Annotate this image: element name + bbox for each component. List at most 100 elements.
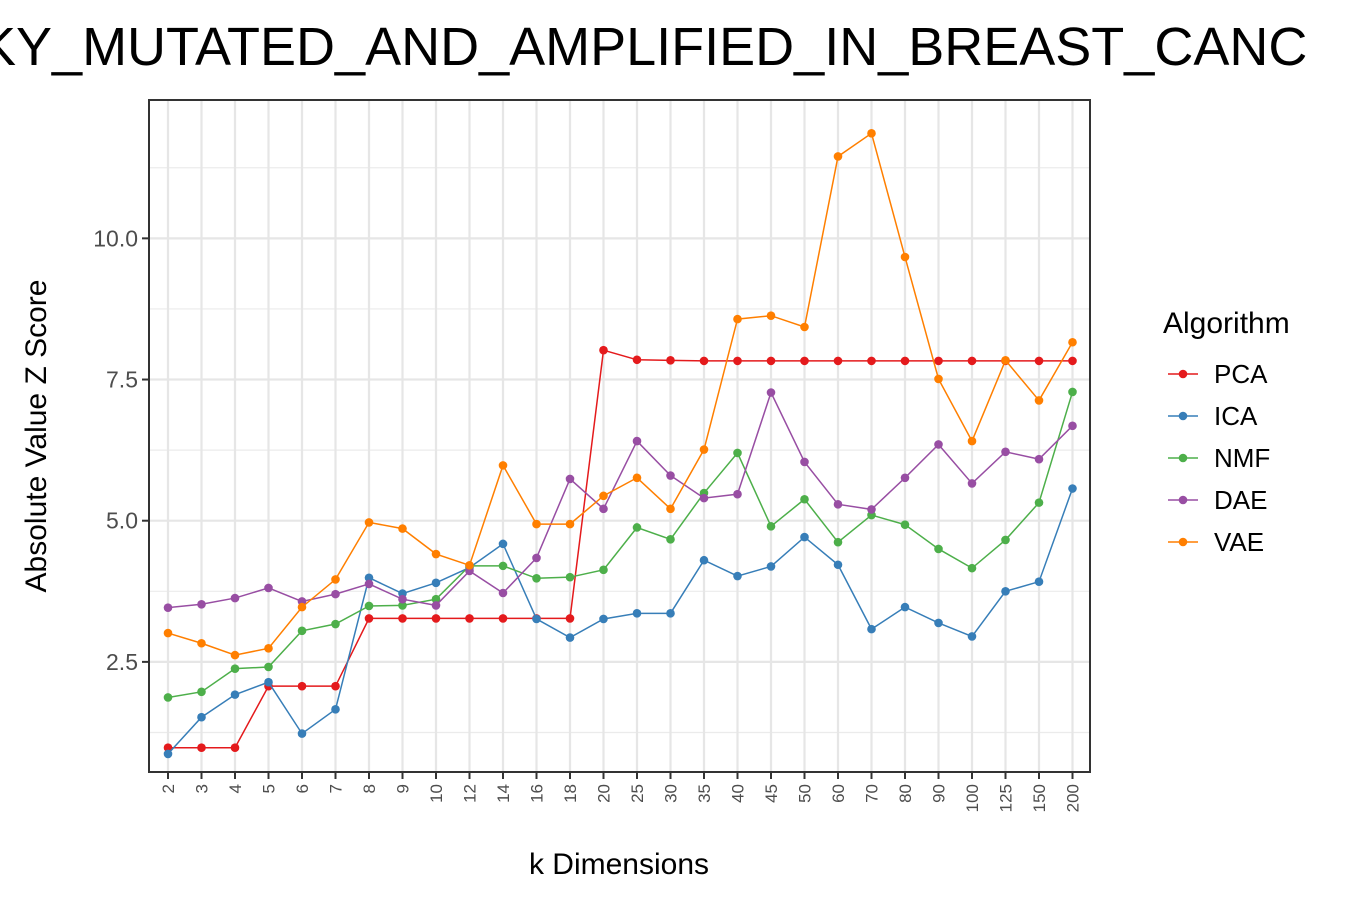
y-axis-title: Absolute Value Z Score: [20, 280, 53, 593]
data-point-nmf: [599, 565, 608, 575]
data-point-vae: [230, 650, 240, 660]
data-point-dae: [364, 579, 374, 589]
data-point-vae: [766, 311, 776, 321]
data-point-vae: [264, 644, 273, 653]
data-point-pca: [1034, 356, 1044, 366]
data-point-nmf: [498, 561, 508, 571]
data-point-pca: [465, 614, 474, 623]
plot-border: [148, 99, 1091, 773]
y-tick-label: 10.0: [93, 225, 138, 251]
x-tick-label: 90: [930, 784, 949, 803]
legend-key-point: [1178, 411, 1188, 421]
data-point-dae: [565, 474, 575, 484]
data-point-vae: [163, 628, 173, 638]
data-point-vae: [1001, 356, 1010, 365]
data-point-pca: [699, 356, 709, 366]
x-tick-label: 4: [226, 784, 245, 793]
data-point-pca: [230, 743, 240, 753]
data-point-pca: [565, 614, 575, 623]
data-point-pca: [733, 356, 742, 366]
data-point-ica: [900, 602, 910, 612]
data-point-ica: [733, 571, 742, 581]
x-tick-label: 40: [729, 784, 748, 803]
data-point-ica: [532, 614, 541, 624]
x-tick-label: 14: [494, 784, 513, 803]
data-point-vae: [666, 504, 675, 514]
data-point-ica: [197, 712, 206, 722]
x-tick-label: 100: [963, 784, 982, 812]
x-tick-label: 45: [762, 784, 781, 803]
data-point-nmf: [800, 494, 809, 504]
x-tick-label: 80: [896, 784, 915, 803]
series-line-vae: [167, 132, 1074, 656]
series-pca: [163, 345, 1077, 753]
data-point-dae: [230, 593, 240, 603]
y-tick-label: 2.5: [106, 649, 138, 675]
data-point-vae: [398, 524, 407, 533]
data-point-vae: [934, 374, 943, 384]
legend-label: PCA: [1214, 359, 1268, 389]
data-point-nmf: [297, 626, 307, 636]
x-tick-label: 125: [997, 784, 1016, 812]
major-gridlines: [149, 100, 1090, 772]
data-point-nmf: [632, 523, 642, 532]
data-point-nmf: [1034, 498, 1044, 507]
x-tick-label: 50: [796, 784, 815, 803]
data-point-vae: [632, 473, 642, 483]
data-point-nmf: [264, 662, 273, 672]
legend-key-point: [1178, 453, 1188, 463]
x-tick-label: 20: [595, 784, 614, 803]
data-point-pca: [900, 356, 910, 366]
data-point-ica: [599, 614, 608, 624]
data-point-nmf: [398, 601, 407, 610]
x-tick-label: 8: [360, 784, 379, 793]
x-tick-label: 16: [528, 784, 547, 803]
data-point-pca: [331, 681, 340, 691]
data-point-ica: [1034, 577, 1044, 586]
data-point-vae: [967, 436, 977, 446]
data-point-dae: [1034, 454, 1044, 464]
data-point-vae: [431, 549, 441, 559]
x-axis: 2 3 4 5 6 7 8 9 10 12 14 16 18 20 25 30 35 40 45 50 60 70 80 90…: [159, 772, 1083, 812]
data-point-dae: [632, 436, 642, 446]
data-point-dae: [398, 594, 407, 604]
legend-item-ica: ICA: [1168, 401, 1258, 431]
x-tick-label: 30: [662, 784, 681, 803]
x-tick-label: 9: [394, 784, 413, 793]
data-point-ica: [699, 555, 709, 565]
x-tick-label: 2: [159, 784, 178, 793]
data-point-dae: [867, 505, 876, 514]
legend-label: DAE: [1214, 485, 1267, 515]
data-point-pca: [1068, 356, 1077, 366]
data-point-ica: [766, 562, 776, 571]
data-point-pca: [431, 614, 441, 623]
data-point-vae: [565, 519, 575, 529]
data-point-nmf: [934, 544, 943, 554]
data-point-pca: [398, 614, 407, 623]
data-point-vae: [699, 445, 709, 454]
legend: Algorithm PCA ICA NMF DAE VAE: [1163, 307, 1290, 557]
x-tick-label: 3: [193, 784, 212, 793]
data-point-vae: [465, 561, 474, 570]
data-point-nmf: [967, 563, 977, 573]
data-point-vae: [833, 152, 843, 161]
x-tick-label: 18: [561, 784, 580, 803]
legend-key-point: [1178, 369, 1188, 379]
series-line-nmf: [167, 391, 1074, 699]
data-point-pca: [498, 614, 508, 623]
x-tick-label: 35: [695, 784, 714, 803]
data-point-dae: [900, 473, 910, 483]
legend-item-pca: PCA: [1168, 359, 1268, 389]
data-point-dae: [934, 440, 943, 449]
data-point-ica: [565, 633, 575, 642]
data-point-ica: [666, 609, 675, 618]
data-point-vae: [532, 519, 541, 529]
legend-label: NMF: [1214, 443, 1270, 473]
data-point-ica: [632, 609, 642, 618]
data-point-dae: [532, 553, 541, 563]
data-point-vae: [1068, 337, 1077, 347]
series-line-ica: [167, 488, 1074, 755]
data-point-ica: [264, 677, 273, 687]
legend-item-dae: DAE: [1168, 485, 1267, 515]
x-tick-label: 7: [327, 784, 346, 793]
